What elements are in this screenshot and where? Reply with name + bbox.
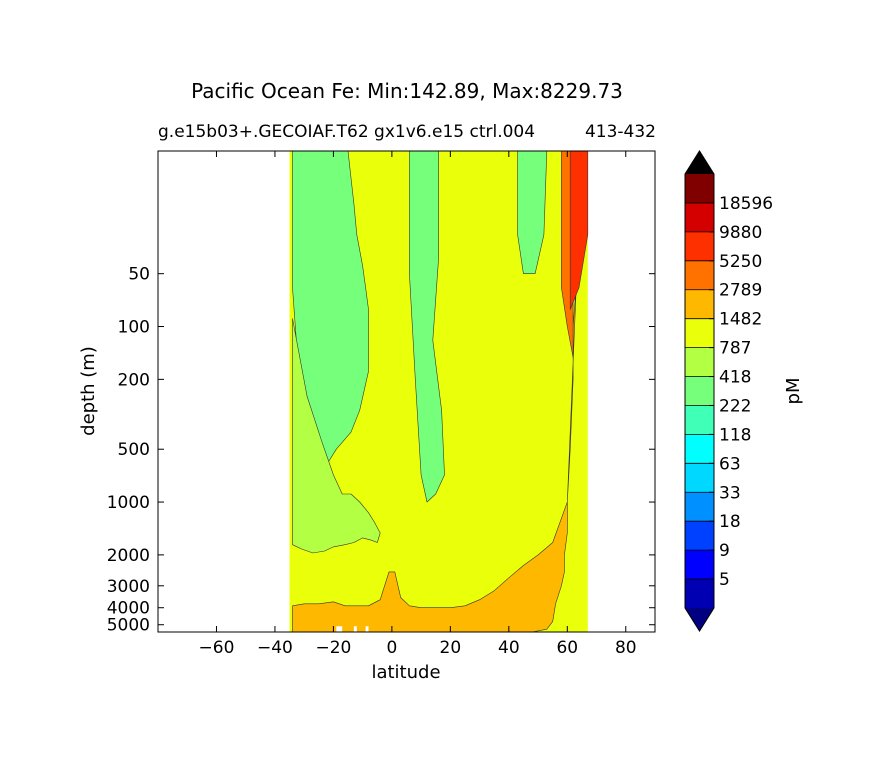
x-tick-label: 0 <box>386 638 397 658</box>
colorbar-tick-label: 118 <box>719 425 751 445</box>
colorbar-band <box>685 289 714 319</box>
bathymetry-gap-1 <box>353 626 357 632</box>
x-tick-label: 60 <box>556 638 578 658</box>
chart-title: Pacific Ocean Fe: Min:142.89, Max:8229.7… <box>191 79 623 103</box>
x-tick-label: −40 <box>257 638 293 658</box>
colorbar-extend-max <box>685 151 714 174</box>
y-tick-label: 4000 <box>107 599 150 619</box>
colorbar-tick-label: 5 <box>719 570 730 590</box>
y-tick-label: 200 <box>118 370 150 390</box>
bathymetry-gap-0 <box>336 626 343 632</box>
contour-region-222-418-2 <box>517 151 548 275</box>
contour-fills <box>289 151 589 632</box>
colorbar-band <box>685 347 714 377</box>
colorbar-band <box>685 434 714 464</box>
x-tick-label: 80 <box>615 638 637 658</box>
x-tick-label: 20 <box>440 638 462 658</box>
colorbar-tick-label: 9880 <box>719 223 762 243</box>
colorbar-tick-label: 222 <box>719 396 751 416</box>
bathymetry-gap-2 <box>365 626 369 632</box>
colorbar-band <box>685 174 714 203</box>
x-tick-label: −60 <box>199 638 235 658</box>
x-axis: −60 −40 −20 0 20 40 60 80 <box>199 151 637 658</box>
colorbar-extend-min <box>685 608 714 631</box>
colorbar-band <box>685 231 714 261</box>
x-tick-label: 40 <box>498 638 520 658</box>
colorbar-tick-label: 787 <box>719 339 751 359</box>
contour-region-1482-2789-4 <box>292 151 583 632</box>
colorbar-tick-label: 5250 <box>719 252 762 272</box>
y-tick-label: 3000 <box>107 577 150 597</box>
x-tick-label: −20 <box>315 638 351 658</box>
colorbar-outline <box>684 150 715 632</box>
colorbar: 5 9 18 33 63 118 222 418 787 1482 2789 5250 9880 1859… <box>684 150 773 632</box>
colorbar-band <box>685 579 714 608</box>
colorbar-band <box>685 405 714 435</box>
colorbar-tick-label: 33 <box>719 483 741 503</box>
y-tick-label: 1000 <box>107 493 150 513</box>
y-axis-label: depth (m) <box>78 346 99 436</box>
plot-area: −60 −40 −20 0 20 40 60 80 50 100 200 500 1000 2000 30… <box>107 150 656 658</box>
contour-region-418-787-3 <box>292 318 381 554</box>
y-tick-label: 5000 <box>107 616 150 636</box>
colorbar-band <box>685 318 714 348</box>
colorbar-tick-label: 1482 <box>719 310 762 330</box>
contour-region-222-418-1 <box>409 151 445 503</box>
colorbar-label: pM <box>783 378 804 405</box>
colorbar-tick-label: 18 <box>719 512 741 532</box>
chart-subtitle-right: 413-432 <box>585 122 656 142</box>
colorbar-tick-label: 18596 <box>719 194 773 214</box>
colorbar-band <box>685 492 714 522</box>
colorbar-band <box>685 550 714 580</box>
y-tick-label: 50 <box>128 265 150 285</box>
colorbar-band <box>685 376 714 406</box>
x-axis-label: latitude <box>371 662 440 683</box>
colorbar-band <box>685 260 714 290</box>
plot-frame <box>157 150 656 633</box>
y-tick-label: 500 <box>118 440 150 460</box>
colorbar-band <box>685 202 714 232</box>
colorbar-band <box>685 463 714 493</box>
colorbar-tick-label: 418 <box>719 368 751 388</box>
colorbar-tick-label: 2789 <box>719 281 762 301</box>
colorbar-tick-label: 63 <box>719 454 741 474</box>
y-tick-label: 100 <box>118 318 150 338</box>
contour-region-5250-9880-6 <box>569 151 589 310</box>
y-tick-label: 2000 <box>107 546 150 566</box>
colorbar-tick-label: 9 <box>719 541 730 561</box>
chart-subtitle: g.e15b03+.GECOIAF.T62 gx1v6.e15 ctrl.004 <box>158 122 535 142</box>
colorbar-band <box>685 521 714 551</box>
